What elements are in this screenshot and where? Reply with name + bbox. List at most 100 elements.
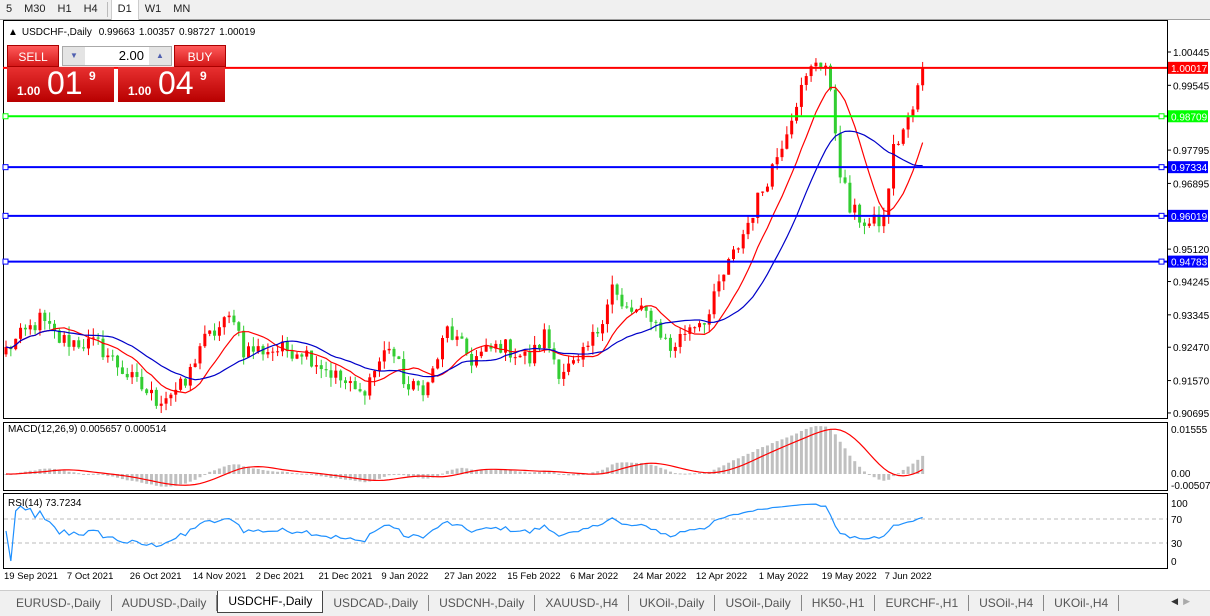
macd-bar (605, 467, 609, 474)
macd-bar (542, 470, 546, 474)
tab-usdcnh-daily[interactable]: USDCNH-,Daily (429, 595, 536, 611)
candle-bear (120, 367, 124, 374)
tf-mn[interactable]: MN (173, 3, 191, 15)
ohlc-high: 1.00357 (138, 27, 175, 38)
candle-bull (562, 371, 566, 379)
level-price-label: 0.98709 (1171, 112, 1208, 123)
tab-eurchf-h1[interactable]: EURCHF-,H1 (875, 595, 970, 611)
candle-bull (169, 394, 173, 399)
rsi-tick-label: 0 (1171, 557, 1177, 568)
candle-bear (140, 376, 144, 390)
candle-bull (605, 304, 609, 325)
candle-bear (547, 329, 551, 349)
tab-audusd-daily[interactable]: AUDUSD-,Daily (112, 595, 218, 611)
tf-h4[interactable]: H4 (83, 3, 98, 15)
candle-bear (659, 322, 663, 338)
tf-d1[interactable]: D1 (110, 0, 139, 20)
tab-xauusd-h4[interactable]: XAUUSD-,H4 (535, 595, 630, 611)
tf-m30[interactable]: M30 (24, 3, 46, 15)
candle-bull (707, 314, 711, 325)
macd-signal-line (5, 428, 923, 486)
tab-eurusd-daily[interactable]: EURUSD-,Daily (6, 595, 112, 611)
level-handle (1158, 164, 1165, 171)
macd-bar (101, 474, 105, 476)
candle-bear (48, 321, 52, 324)
volume-decrease-icon[interactable]: ▼ (63, 47, 85, 65)
collapse-triangle-icon[interactable]: ▲ (8, 27, 18, 38)
level-handle (2, 113, 9, 120)
candle-bear (465, 338, 469, 354)
candle-bear (237, 322, 241, 331)
macd-bar (431, 474, 435, 478)
tf-m5[interactable]: 5 (6, 3, 13, 15)
macd-bar (86, 473, 90, 475)
tab-usdchf-daily[interactable]: USDCHF-,Daily (217, 591, 324, 613)
macd-bar (484, 469, 488, 474)
macd-bar (843, 448, 847, 474)
tf-w1[interactable]: W1 (144, 3, 162, 15)
tab-usdcad-daily[interactable]: USDCAD-,Daily (323, 595, 430, 611)
volume-input[interactable]: 2.00 (118, 48, 144, 63)
macd-bar (111, 474, 115, 477)
macd-bar (668, 471, 672, 474)
macd-bar (858, 466, 862, 474)
candle-bull (542, 329, 546, 349)
macd-bar (814, 426, 818, 474)
buy-button[interactable]: BUY (174, 45, 226, 67)
candle-bull (455, 336, 459, 340)
sell-price[interactable]: 1.00 01 9 (7, 65, 114, 102)
macd-bar (765, 445, 769, 474)
candle-bull (504, 339, 508, 353)
candle-bull (761, 191, 765, 193)
tab-scroll-arrows[interactable]: ◀ ▶ (1171, 596, 1190, 607)
macd-bar (673, 473, 677, 475)
volume-increase-icon[interactable]: ▲ (149, 47, 171, 65)
candle-bear (183, 378, 187, 386)
macd-bar (280, 471, 284, 474)
candle-bull (203, 333, 207, 347)
date-axis: 19 Sep 2021 7 Oct 2021 26 Oct 2021 14 Nov 2… (0, 571, 1170, 585)
candle-bear (668, 337, 672, 351)
rsi-line (5, 503, 923, 562)
candle-bull (348, 381, 352, 384)
macd-bar (72, 472, 76, 474)
candle-bear (538, 344, 541, 349)
candle-bull (795, 106, 799, 121)
price-tick-label: 0.93345 (1173, 311, 1210, 322)
candle-bull (368, 377, 372, 396)
candle-bear (23, 327, 27, 330)
candle-bull (581, 347, 585, 360)
candle-bull (295, 354, 299, 359)
timeframe-toolbar: 5 M30 H1 H4 D1 W1 MN (0, 0, 1210, 20)
candle-bull (334, 370, 338, 378)
symbol-label: USDCHF-,Daily (21, 27, 92, 38)
macd-bar (862, 471, 866, 474)
candle-bull (882, 215, 886, 227)
macd-bar (508, 470, 512, 474)
date-tick-label: 2 Dec 2021 (255, 571, 305, 582)
tf-h1[interactable]: H1 (57, 3, 72, 15)
level-price-tag (1168, 110, 1208, 123)
macd-tick-label: 0.00 (1171, 469, 1191, 480)
tab-ukoil-h4[interactable]: UKOil-,H4 (1044, 595, 1120, 611)
candle-bull (4, 346, 8, 355)
tab-usoil-h4[interactable]: USOil-,H4 (969, 595, 1045, 611)
macd-bar (222, 466, 226, 474)
macd-bar (639, 462, 643, 474)
buy-price[interactable]: 1.00 04 9 (118, 65, 225, 102)
candle-bull (377, 361, 381, 371)
candle-bull (276, 351, 280, 353)
tab-hk50-h1[interactable]: HK50-,H1 (802, 595, 876, 611)
tab-usoil-daily[interactable]: USOil-,Daily (715, 595, 802, 611)
macd-bar (106, 474, 110, 476)
candle-bull (72, 340, 76, 347)
chart-canvas[interactable]: 1.00445 0.99545 0.97795 0.96895 0.95120 0.942… (0, 20, 1210, 590)
sell-button[interactable]: SELL (7, 45, 59, 67)
tab-ukoil-daily[interactable]: UKOil-,Daily (629, 595, 716, 611)
scroll-right-icon[interactable]: ▶ (1183, 596, 1190, 606)
macd-bar (159, 474, 163, 487)
scroll-left-icon[interactable]: ◀ (1171, 596, 1179, 606)
volume-stepper[interactable]: ▼ 2.00 ▲ (62, 46, 172, 66)
moving-average-fast (5, 86, 924, 394)
macd-bar (698, 472, 702, 474)
